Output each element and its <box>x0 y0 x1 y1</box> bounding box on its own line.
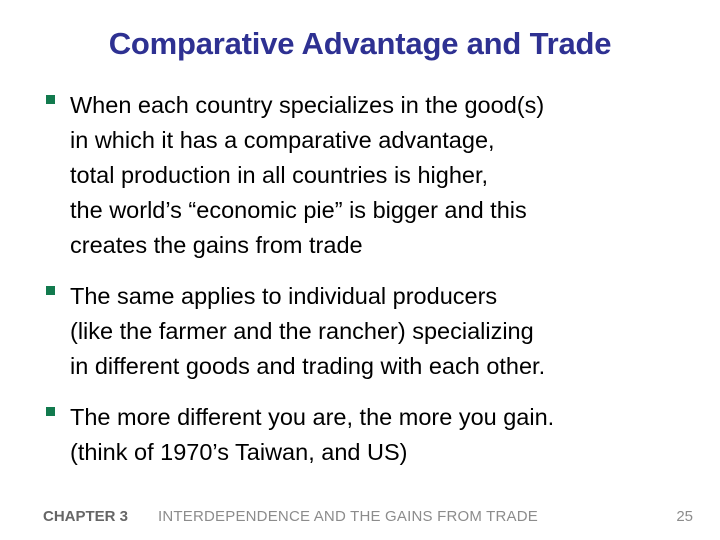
slide-title: Comparative Advantage and Trade <box>108 26 612 61</box>
bullet-line: creates the gains from trade <box>70 232 363 258</box>
bullet-item: When each country specializes in the goo… <box>44 88 684 263</box>
bullet-line: When each country specializes in the goo… <box>70 92 545 118</box>
bullet-line: The same applies to individual producers <box>70 283 498 309</box>
bullet-line: (think of 1970’s Taiwan, and US) <box>70 439 408 465</box>
bullet-line: in different goods and trading with each… <box>70 353 546 379</box>
footer-chapter-title: INTERDEPENDENCE AND THE GAINS FROM TRADE <box>158 508 538 525</box>
footer-chapter-label: CHAPTER 3 <box>43 508 129 525</box>
bullet-line: the world’s “economic pie” is bigger and… <box>70 197 527 223</box>
bullet-item: The same applies to individual producers… <box>44 279 684 384</box>
slide-footer: CHAPTER 3 INTERDEPENDENCE AND THE GAINS … <box>43 508 693 528</box>
bullet-list: When each country specializes in the goo… <box>44 88 684 470</box>
square-bullet-icon <box>46 95 55 104</box>
square-bullet-icon <box>46 286 55 295</box>
bullet-item: The more different you are, the more you… <box>44 400 684 470</box>
bullet-line: The more different you are, the more you… <box>70 404 555 430</box>
square-bullet-icon <box>46 407 55 416</box>
page-number: 25 <box>676 508 693 525</box>
bullet-line: in which it has a comparative advantage, <box>70 127 495 153</box>
bullet-line: (like the farmer and the rancher) specia… <box>70 318 534 344</box>
bullet-line: total production in all countries is hig… <box>70 162 489 188</box>
